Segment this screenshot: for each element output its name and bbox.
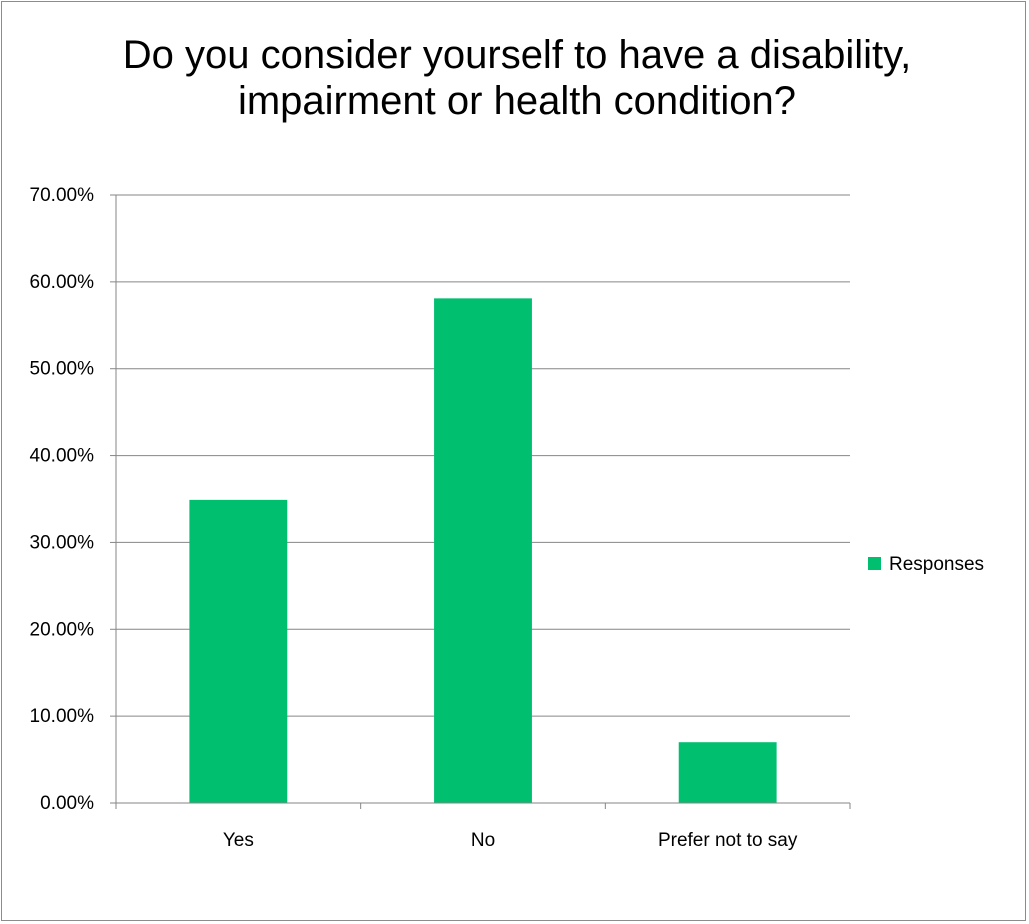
y-tick-label: 0.00% <box>40 793 94 814</box>
x-category-label: Prefer not to say <box>658 830 798 851</box>
y-tick-label: 20.00% <box>30 619 95 640</box>
y-tick-label: 10.00% <box>30 706 95 727</box>
legend-label: Responses <box>889 554 984 575</box>
x-category-label: Yes <box>223 830 254 851</box>
y-tick-label: 40.00% <box>30 446 95 467</box>
legend-swatch <box>868 557 881 570</box>
bar <box>189 499 288 803</box>
bar <box>678 742 777 803</box>
bars <box>189 298 777 803</box>
y-tick-label: 60.00% <box>30 272 95 293</box>
axes <box>110 194 851 809</box>
chart-title: Do you consider yourself to have a disab… <box>122 33 912 123</box>
x-category-label: No <box>471 830 495 851</box>
axis-labels: 0.00% 10.00% 20.00% 30.00% 40.00% 50.00% 60.00… <box>30 185 798 851</box>
y-tick-label: 30.00% <box>30 532 95 553</box>
y-tick-label: 50.00% <box>30 359 95 380</box>
bar <box>434 298 532 803</box>
y-tick-label: 70.00% <box>30 185 95 206</box>
legend: Responses <box>868 554 984 575</box>
